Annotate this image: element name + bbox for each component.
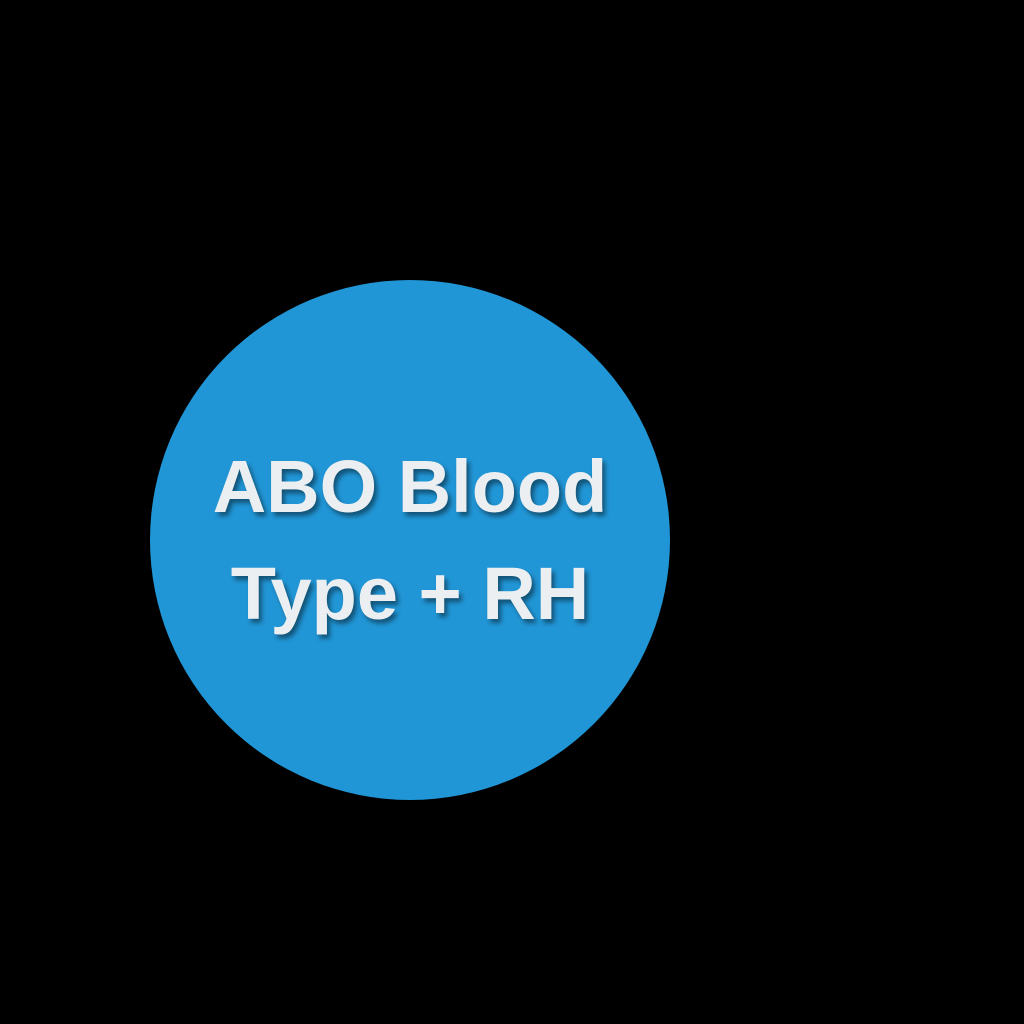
badge-label: ABO Blood Type + RH — [213, 433, 608, 648]
blood-type-badge: ABO Blood Type + RH — [150, 280, 670, 800]
